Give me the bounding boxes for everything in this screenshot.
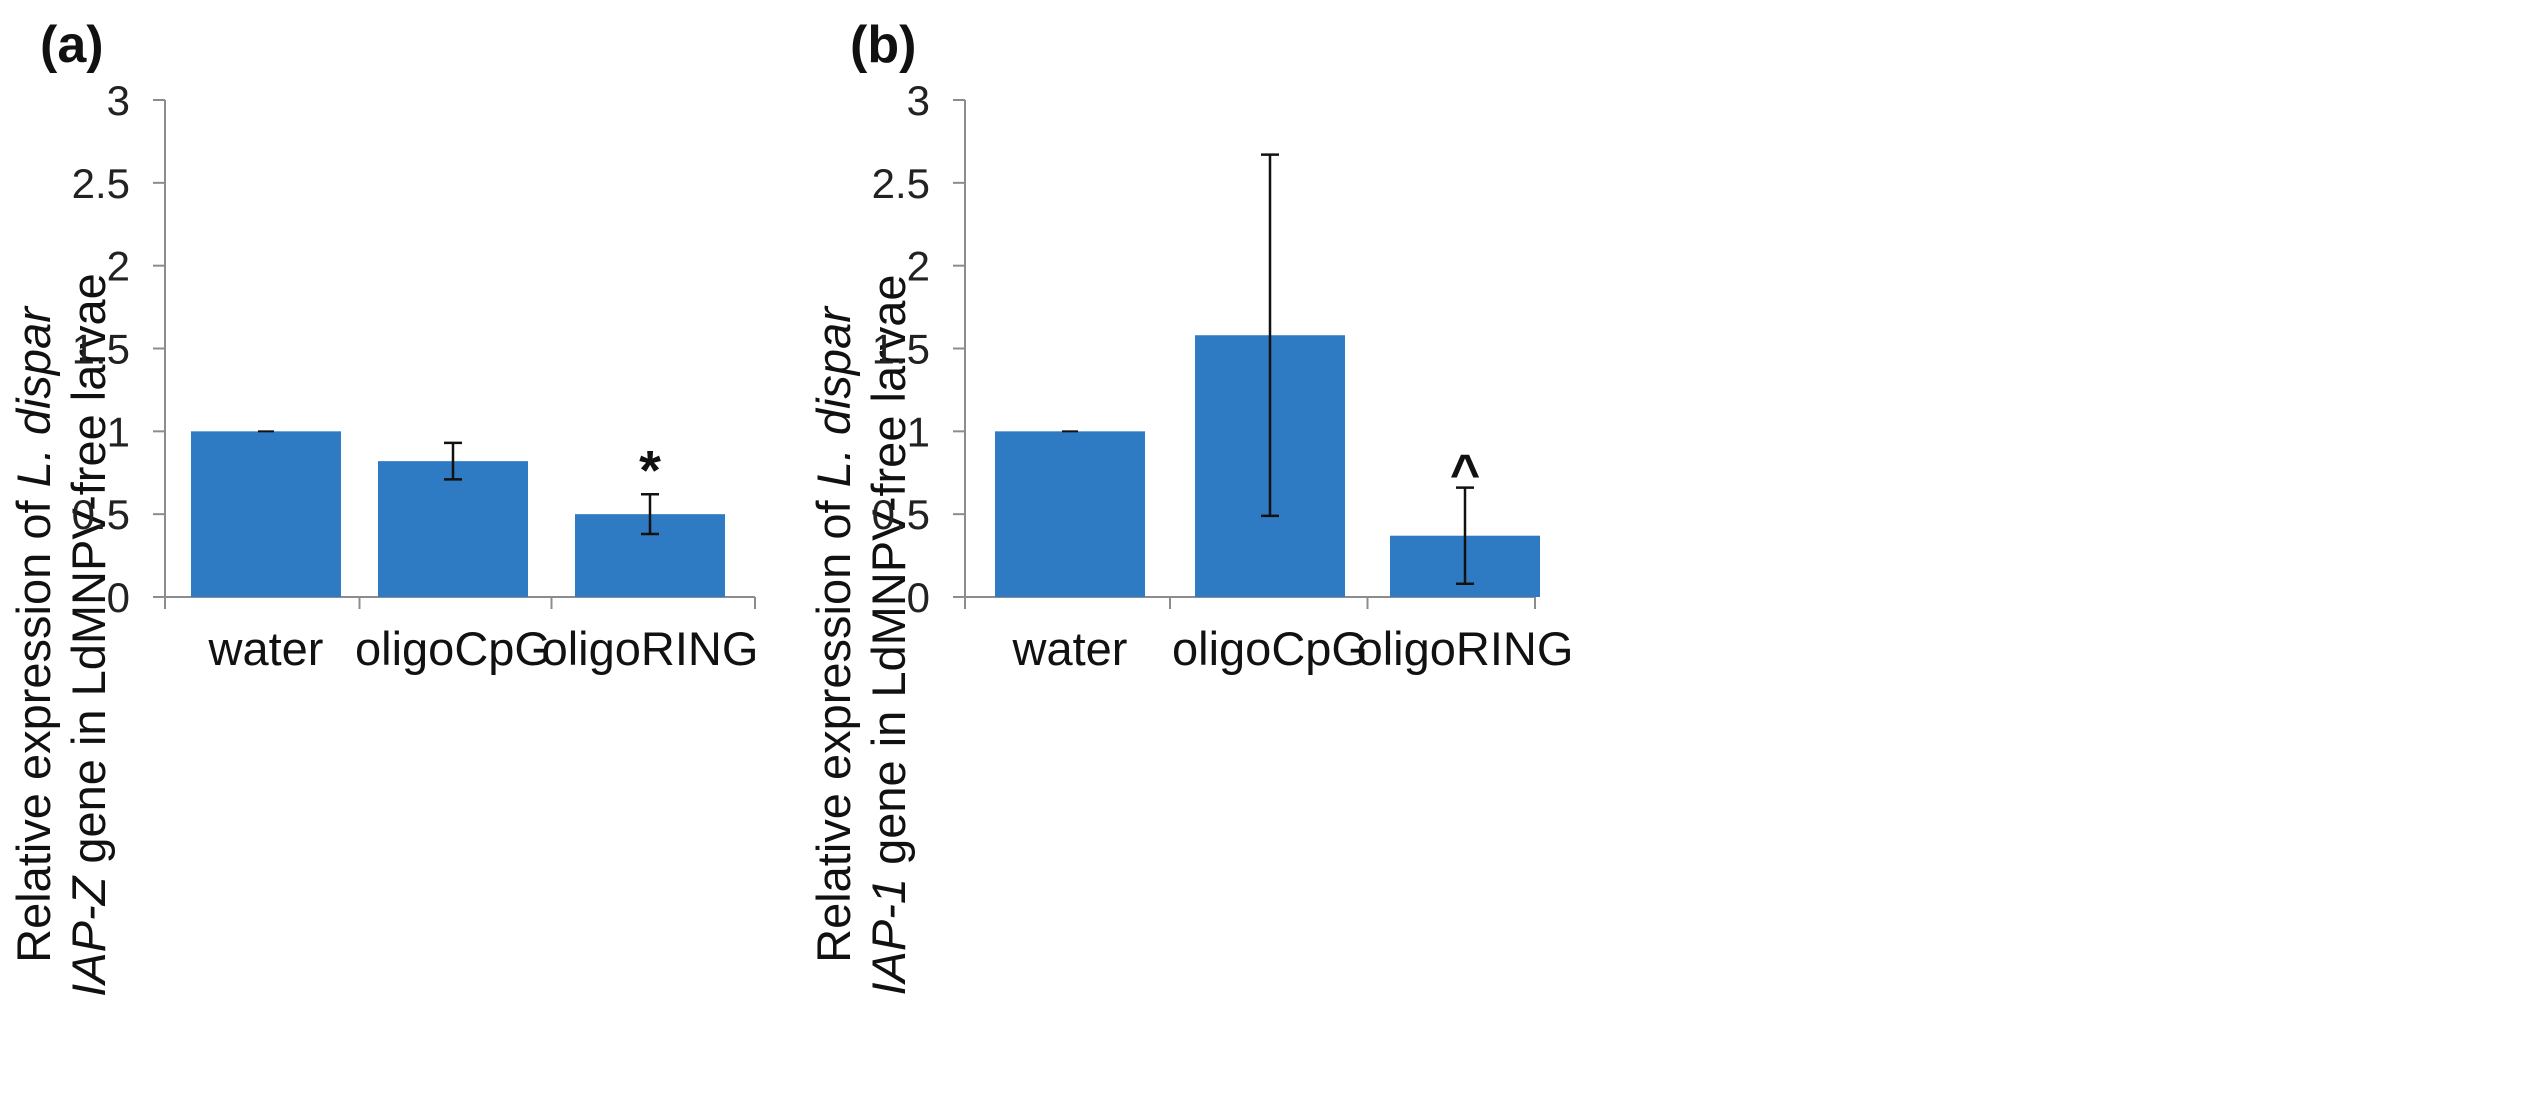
y-tick-label: 2.5 [872,160,930,207]
y-axis-label-a-line1-plain: Relative expression of [7,487,60,962]
y-axis-label-b-line2-italic: IAP-1 [862,878,915,996]
x-tick-label-water: water [208,622,324,675]
y-axis-label-b-line1: Relative expression of L. dispar [807,305,860,963]
y-axis-label-b-line1-plain: Relative expression of [807,487,860,962]
y-axis-label-a-line1-italic: L. dispar [7,305,60,488]
x-tick-label-oligoCpG: oligoCpG [1172,622,1368,675]
y-tick-label: 3 [107,77,130,124]
y-tick-label: 2 [107,243,130,290]
y-axis-label-b-line1-italic: L. dispar [807,305,860,488]
y-tick-label: 0.5 [72,491,130,538]
y-axis-label-b-line2-plain: gene in LdMNPV-free larvae [862,274,915,878]
significance-marker-oligoRING: * [639,438,661,501]
y-tick-label: 1.5 [72,326,130,373]
y-axis-label-a-line2-plain: gene in LdMNPV-free larvae [62,273,115,877]
bars-b: water oligoCpG ^ oligoRING [995,153,1574,675]
panel-b: (b) Relative expression of L. dispar IAP… [807,16,1573,996]
y-tick-label: 0 [107,574,130,621]
y-ticks-b: 0 0.5 1 1.5 2 2.5 3 [872,77,1536,621]
y-tick-label: 2 [907,243,930,290]
panel-label-b: (b) [850,16,916,74]
y-axis-label-a-line2: IAP-Z gene in LdMNPV-free larvae [62,273,115,997]
panel-label-a: (a) [40,16,104,74]
y-tick-label: 0.5 [872,491,930,538]
x-tick-label-water: water [1012,622,1128,675]
panel-a: (a) Relative expression of L. dispar IAP… [7,16,758,997]
y-ticks-a: 0 0.5 1 1.5 2 2.5 3 [72,77,756,621]
y-axis-label-b-line2: IAP-1 gene in LdMNPV-free larvae [862,274,915,995]
y-tick-label: 1.5 [872,326,930,373]
y-tick-label: 3 [907,77,930,124]
bar-water [191,431,341,597]
x-tick-label-oligoRING: oligoRING [542,622,759,675]
y-axis-label-a-line2-italic: IAP-Z [62,874,115,996]
bar-water [995,431,1145,597]
y-axis-label-a-line1: Relative expression of L. dispar [7,305,60,963]
y-tick-label: 2.5 [72,160,130,207]
x-tick-label-oligoCpG: oligoCpG [355,622,551,675]
y-tick-label: 1 [907,408,930,455]
y-tick-label: 0 [907,574,930,621]
x-tick-label-oligoRING: oligoRING [1357,622,1574,675]
significance-marker-oligoRING: ^ [1450,445,1480,503]
bars-a: water oligoCpG * oligoRING [191,430,759,675]
bar-oligoCpG [378,461,528,597]
y-tick-label: 1 [107,408,130,455]
